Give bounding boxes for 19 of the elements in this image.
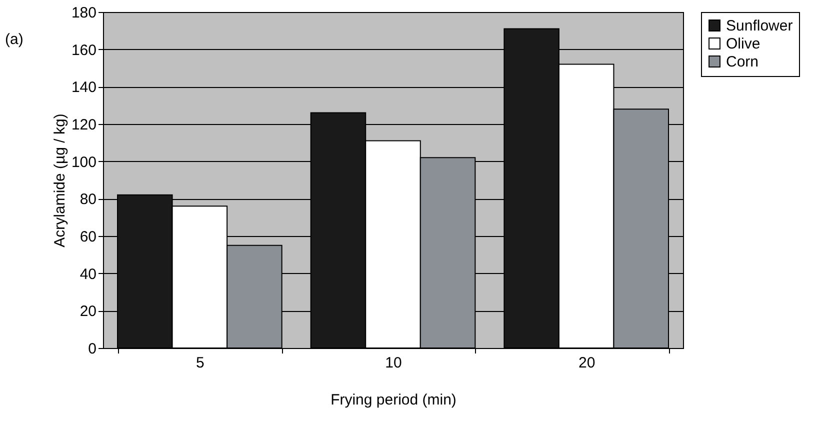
- y-tick-label: 160: [71, 42, 96, 59]
- y-tick-label: 60: [80, 228, 96, 246]
- y-tick-label: 180: [71, 4, 96, 22]
- x-axis-title: Frying period (min): [330, 392, 456, 408]
- legend-label: Corn: [726, 54, 759, 70]
- y-tick-label: 80: [80, 191, 96, 208]
- y-tick-label: 20: [80, 303, 96, 320]
- y-tick-label: 120: [71, 116, 96, 134]
- x-tick-label: 10: [385, 354, 402, 372]
- x-tick-label: 5: [196, 354, 204, 372]
- y-axis-title: Acrylamide (µg / kg): [51, 114, 68, 248]
- legend-label: Sunflower: [726, 18, 793, 34]
- legend-label: Olive: [726, 36, 760, 52]
- y-tick-label: 100: [71, 154, 96, 171]
- y-tick-label: 0: [88, 340, 96, 358]
- text: (a): [5, 31, 24, 48]
- x-tick-label: 20: [578, 354, 596, 372]
- y-tick-label: 140: [71, 79, 96, 96]
- y-tick-label: 40: [80, 266, 96, 283]
